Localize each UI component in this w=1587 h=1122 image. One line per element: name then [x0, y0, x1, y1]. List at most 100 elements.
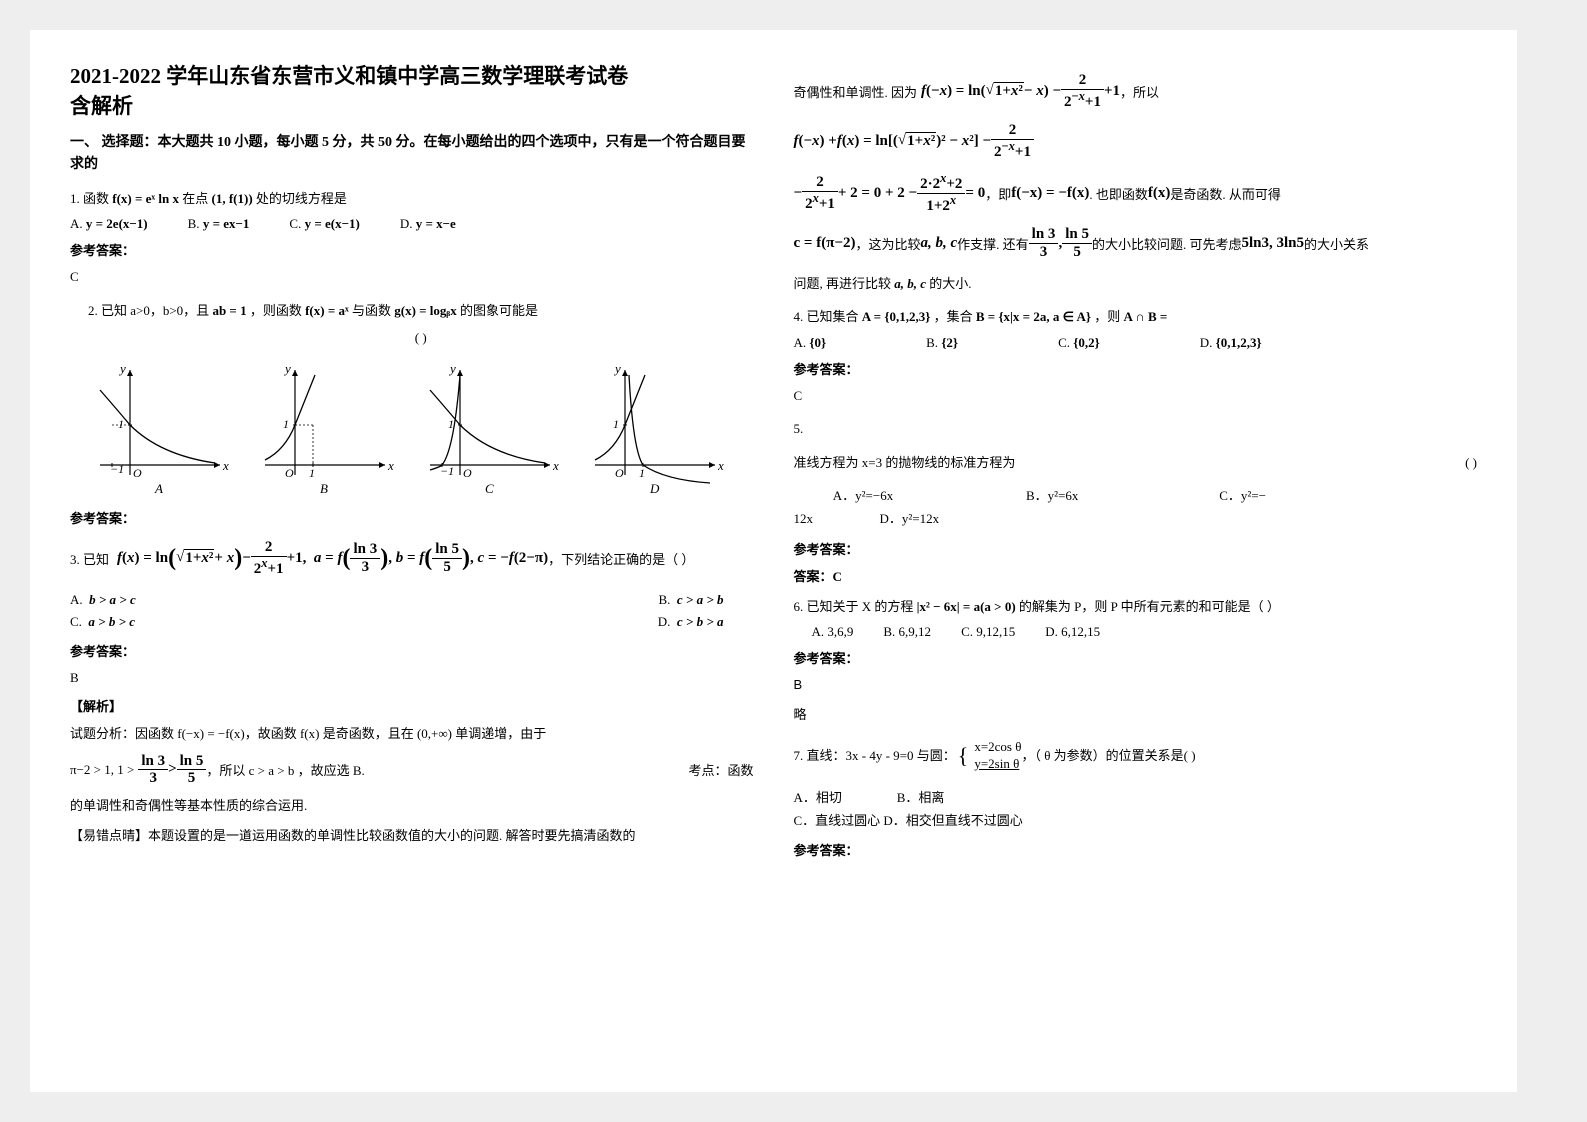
svg-text:y: y	[118, 361, 126, 376]
q4-answer: C	[794, 384, 1478, 407]
q3-pre: 3. 已知	[70, 549, 109, 568]
exam-paper: 2021-2022 学年山东省东营市义和镇中学高三数学理联考试卷 含解析 一、 …	[30, 30, 1517, 1092]
svg-text:1: 1	[613, 417, 619, 431]
rc-prob-end: 的大小.	[929, 276, 971, 291]
q6-post: 的解集为 P，则 P 中所有元素的和可能是（ ）	[1019, 599, 1280, 614]
q1-option-c: C. y = e(x−1)	[289, 216, 359, 232]
q7-case2: y=2sin θ	[974, 756, 1021, 773]
q5-options-row: A．y²=−6x B．y²=6x C．y²=− 12x D．y²=12x	[794, 484, 1478, 531]
q2-mid2: 与函数	[352, 303, 391, 318]
q1-point: (1, f(1))	[212, 191, 253, 206]
q6-answer: B	[794, 673, 1478, 696]
svg-text:1: 1	[639, 466, 645, 480]
q7-pre: 7. 直线：3x - 4y - 9=0 与圆：	[794, 744, 956, 767]
q1-mid: 在点	[182, 191, 208, 206]
q2-g: g(x) = logᵦx	[394, 303, 456, 318]
q4-query: A ∩ B =	[1123, 309, 1167, 324]
svg-text:y: y	[448, 361, 456, 376]
q2-cond: ab = 1	[212, 303, 246, 318]
rc-sup-m1: ，这为比较	[855, 234, 920, 253]
svg-text:x: x	[387, 458, 394, 473]
rc-problem: 问题, 再进行比较 a, b, c 的大小.	[794, 272, 1478, 295]
q7-option-a: A．相切	[794, 786, 894, 809]
q5-answer: 答案：C	[794, 566, 1478, 585]
q1-option-b: B. y = ex−1	[188, 216, 250, 232]
q3-analysis-label: 【解析】	[70, 696, 754, 715]
q1-pre: 1. 函数	[70, 191, 109, 206]
q6-option-c: C. 9,12,15	[961, 624, 1015, 640]
rc-sup-pre: c = f(π−2)	[794, 235, 856, 252]
question-2: 2. 已知 a>0，b>0，且 ab = 1 ，则函数 f(x) = aˣ 与函…	[88, 299, 754, 350]
svg-text:O: O	[285, 466, 294, 480]
title-line-1: 2021-2022 学年山东省东营市义和镇中学高三数学理联考试卷	[70, 64, 628, 88]
q3-option-a: A. b > a > c	[70, 592, 412, 608]
question-4: 4. 已知集合 A = {0,1,2,3} ，集合 B = {x|x = 2a,…	[794, 305, 1478, 328]
rc-oe-post: ，所以	[1120, 82, 1159, 101]
rc-sum: f(−x) + f(x) = ln[( √1+x² )² − x²] − 22−…	[794, 122, 1478, 160]
q3-option-d: D. c > b > a	[412, 614, 754, 630]
q2-post: 的图象可能是	[460, 303, 538, 318]
q5-option-d: D．y²=12x	[880, 511, 940, 526]
q2-f: f(x) = aˣ	[305, 303, 349, 318]
q6-option-b: B. 6,9,12	[883, 624, 931, 640]
q3-answer: B	[70, 666, 754, 689]
svg-text:1: 1	[309, 466, 315, 480]
q6-brief: 略	[794, 703, 1478, 726]
q7-cases: x=2cos θ y=2sin θ	[970, 739, 1021, 773]
q3-a2-p1: π−2 > 1, 1 >	[70, 762, 134, 778]
q7-answer-label: 参考答案：	[794, 840, 1478, 859]
q4-answer-label: 参考答案：	[794, 359, 1478, 378]
q5-paren: ( )	[1465, 451, 1477, 474]
q4-option-d: D. {0,1,2,3}	[1200, 335, 1262, 351]
q2-answer-label: 参考答案：	[70, 508, 754, 527]
q4-pre: 4. 已知集合	[794, 309, 859, 324]
q7-option-b: B．相离	[897, 790, 945, 805]
q6-eq: |x² − 6x| = a(a > 0)	[917, 599, 1016, 614]
question-7: 7. 直线：3x - 4y - 9=0 与圆： { x=2cos θ y=2si…	[794, 736, 1478, 776]
q3-analysis-3: 的单调性和奇偶性等基本性质的综合运用.	[70, 793, 754, 819]
rc-conc-eq: f(−x) = −f(x)	[1011, 185, 1089, 202]
q7-options: A．相切 B．相离 C．直线过圆心 D．相交但直线不过圆心	[794, 786, 1478, 833]
rc-conc-post: . 也即函数	[1089, 184, 1148, 203]
q6-option-a: A. 3,6,9	[812, 624, 854, 640]
q2-mid: ，则函数	[250, 303, 302, 318]
q1-post: 处的切线方程是	[256, 191, 347, 206]
q6-answer-label: 参考答案：	[794, 648, 1478, 667]
svg-text:y: y	[283, 361, 291, 376]
left-column: 2021-2022 学年山东省东营市义和镇中学高三数学理联考试卷 含解析 一、 …	[70, 60, 754, 1062]
q1-fx: f(x) = eˣ ln x	[112, 191, 179, 206]
rc-conc-mid: ，即	[985, 184, 1011, 203]
q4-options: A. {0} B. {2} C. {0,2} D. {0,1,2,3}	[794, 335, 1478, 351]
q3-analysis-1: 试题分析：因函数 f(−x) = −f(x)，故函数 f(x) 是奇函数，且在 …	[70, 721, 754, 747]
q1-answer: C	[70, 265, 754, 288]
svg-text:O: O	[463, 466, 472, 480]
question-6: 6. 已知关于 X 的方程 |x² − 6x| = a(a > 0) 的解集为 …	[794, 595, 1478, 618]
q2-text: 2. 已知 a>0，b>0，且	[88, 303, 209, 318]
q2-graphs: x y O −1 1 A	[70, 355, 754, 500]
q4-option-b: B. {2}	[926, 335, 958, 351]
q6-option-d: D. 6,12,15	[1045, 624, 1100, 640]
q5-answer-label: 参考答案：	[794, 539, 1478, 558]
rc-support: c = f(π−2) ，这为比较 a, b, c 作支撑. 还有 ln 33 ,…	[794, 226, 1478, 260]
svg-text:A: A	[154, 481, 163, 495]
rc-oe-pre: 奇偶性和单调性. 因为	[794, 82, 918, 101]
svg-text:x: x	[552, 458, 559, 473]
q1-answer-label: 参考答案：	[70, 240, 754, 259]
q3-test-point: 考点：函数	[688, 760, 753, 779]
q3-analysis-2-row: π−2 > 1, 1 > ln 33 > ln 55 ，所以 c > a > b…	[70, 751, 754, 789]
q1-option-a: A. y = 2e(x−1)	[70, 216, 148, 232]
svg-text:O: O	[615, 466, 624, 480]
q4-mid: ，集合	[934, 309, 973, 324]
svg-text:1: 1	[283, 417, 289, 431]
svg-text:D: D	[649, 481, 660, 495]
q4-setB: B = {x|x = 2a, a ∈ A}	[976, 309, 1091, 324]
rc-sup-abc: a, b, c	[920, 235, 957, 252]
question-5-num: 5.	[794, 417, 1478, 440]
question-1: 1. 函数 f(x) = eˣ ln x 在点 (1, f(1)) 处的切线方程…	[70, 187, 754, 210]
rc-conc-fx: f(x)	[1148, 185, 1171, 202]
svg-text:x: x	[717, 458, 724, 473]
svg-text:B: B	[320, 481, 328, 495]
rc-conc-end: 是奇函数. 从而可得	[1170, 184, 1281, 203]
q4-setA: A = {0,1,2,3}	[862, 309, 931, 324]
q6-pre: 6. 已知关于 X 的方程	[794, 599, 914, 614]
